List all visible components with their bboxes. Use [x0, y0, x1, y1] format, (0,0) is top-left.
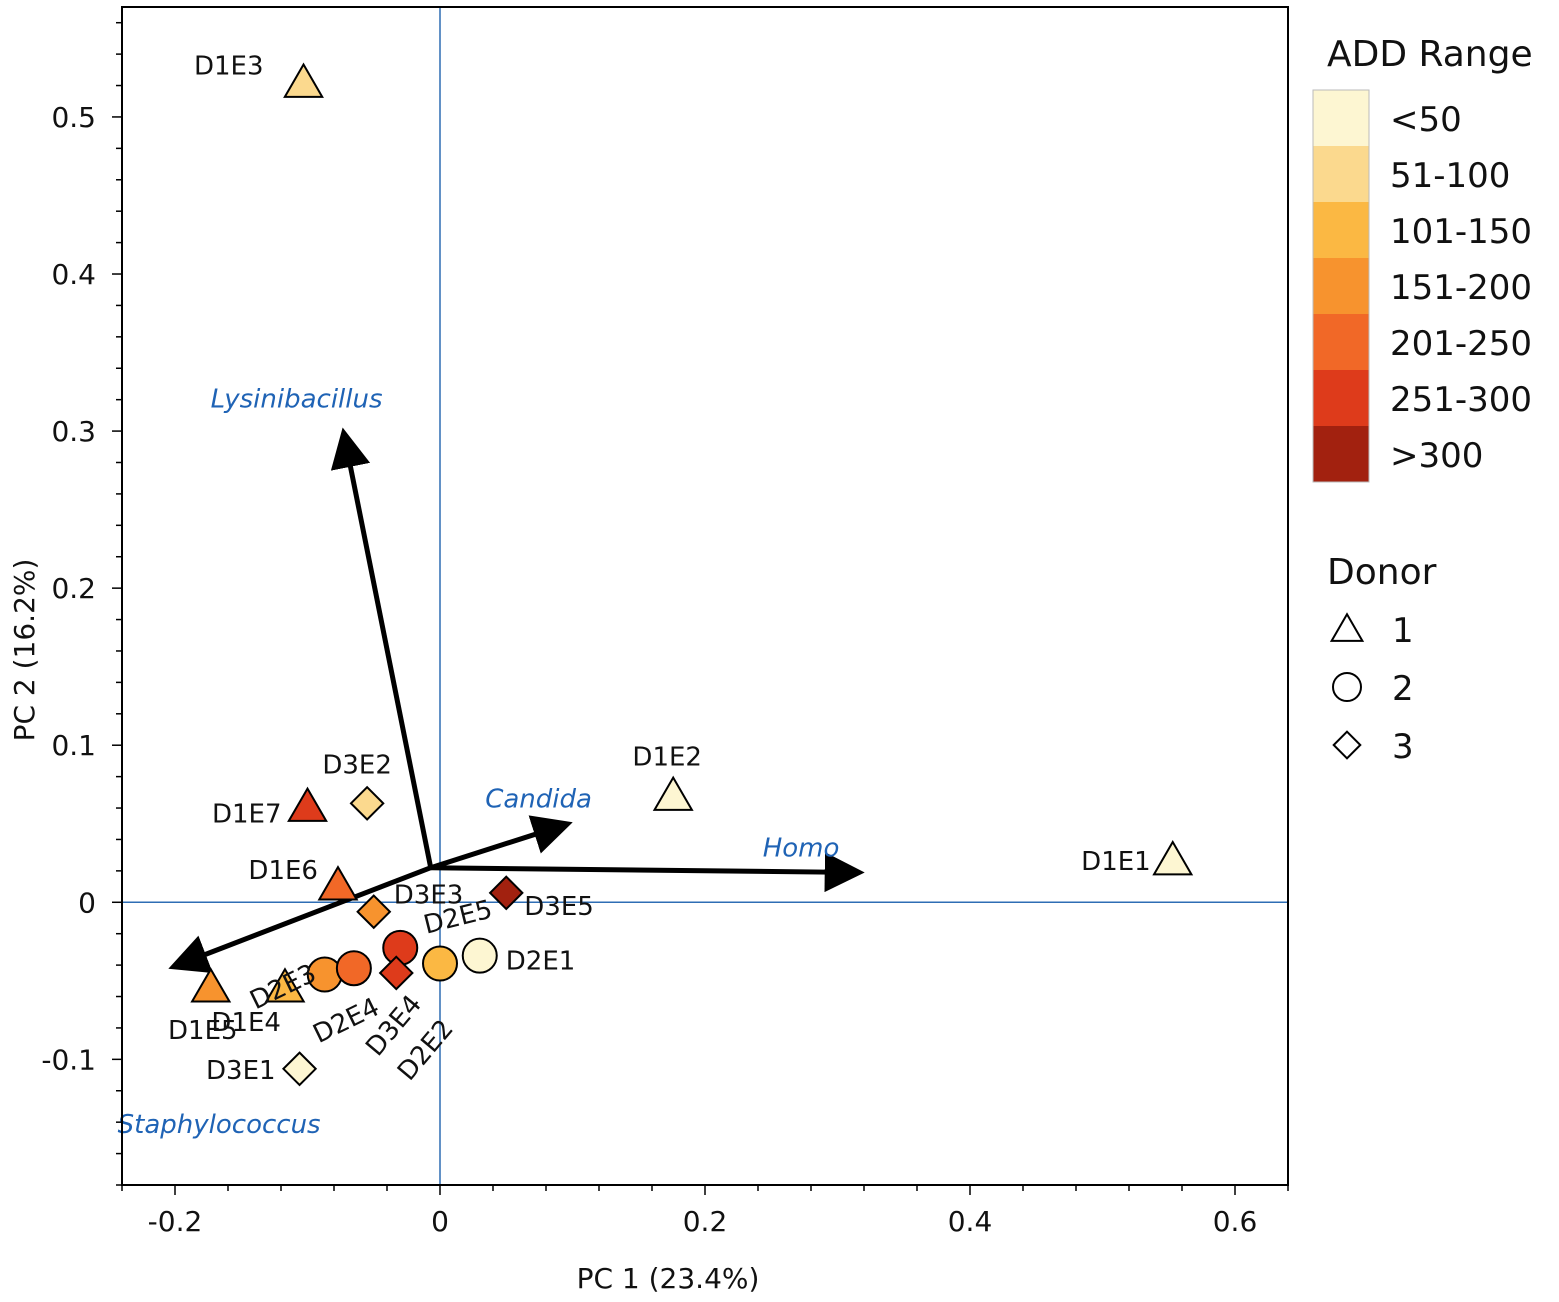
point-d1e7 — [287, 786, 328, 822]
donor-legend: 1 2 3 — [1329, 611, 1414, 767]
donor-legend-symbol-diamond — [1332, 730, 1362, 760]
y-tick-label: 0.1 — [51, 729, 96, 762]
label-d1e4: D1E4 — [211, 1008, 281, 1038]
add-range-swatch — [1313, 90, 1369, 146]
x-tick-label: 0.2 — [683, 1205, 728, 1238]
label-d1e2: D1E2 — [632, 742, 702, 772]
label-d1e6: D1E6 — [248, 856, 318, 886]
loading-label-homo: Homo — [763, 833, 840, 863]
y-tick-label: -0.1 — [41, 1043, 96, 1076]
legend: ADD Range <50 51-100 101-150 151-200 201-250… — [1312, 34, 1533, 767]
donor-legend-symbol-circle — [1332, 672, 1362, 702]
label-d1e5: D1E5 — [168, 1016, 238, 1046]
point-d3e1 — [281, 1051, 318, 1087]
point-d2e4 — [335, 950, 372, 987]
label-d3e1: D3E1 — [206, 1056, 276, 1086]
add-range-swatch — [1313, 202, 1369, 258]
label-d3e5: D3E5 — [524, 892, 594, 922]
y-axis: -0.1 0 0.1 0.2 0.3 0.4 0.5 — [41, 21, 122, 1186]
add-range-label: 201-250 — [1390, 324, 1532, 364]
add-range-swatch — [1313, 314, 1369, 370]
donor-legend-title: Donor — [1327, 552, 1437, 593]
point-d1e3 — [283, 62, 324, 98]
add-range-label: >300 — [1390, 436, 1483, 476]
x-tick-label: -0.2 — [148, 1205, 203, 1238]
loading-arrow-lysinibacillus — [330, 427, 434, 869]
loading-arrow-homo — [430, 852, 865, 893]
x-tick-label: 0.4 — [948, 1205, 993, 1238]
donor-legend-label: 1 — [1392, 611, 1414, 651]
point-d2e2 — [422, 945, 458, 982]
label-d1e3: D1E3 — [194, 51, 264, 81]
donor-legend-label: 2 — [1392, 669, 1414, 709]
y-tick-label: 0.3 — [51, 415, 96, 448]
label-d2e1: D2E1 — [506, 947, 576, 977]
y-tick-label: 0.4 — [51, 258, 96, 291]
label-d3e3: D3E3 — [394, 881, 464, 911]
point-d3e3 — [356, 894, 392, 930]
add-range-label: 151-200 — [1390, 268, 1532, 308]
add-range-legend-title: ADD Range — [1327, 34, 1533, 75]
label-d3e2: D3E2 — [322, 750, 392, 780]
add-range-label: 51-100 — [1390, 156, 1510, 196]
point-d1e1 — [1152, 840, 1194, 876]
point-d1e6 — [317, 865, 359, 901]
point-d3e2 — [349, 785, 385, 821]
x-tick-label: 0 — [431, 1205, 449, 1238]
y-axis-title: PC 2 (16.2%) — [8, 559, 41, 742]
loading-arrows — [168, 427, 865, 973]
x-axis: -0.2 0 0.2 0.4 0.6 — [121, 1184, 1289, 1238]
loading-label-candida: Candida — [485, 784, 592, 814]
add-range-swatch — [1313, 258, 1369, 314]
plot-background — [122, 7, 1288, 1185]
y-tick-label: 0.2 — [51, 572, 96, 605]
add-range-swatch-frame — [1312, 89, 1370, 483]
add-range-label: 251-300 — [1390, 380, 1532, 420]
add-range-swatch — [1313, 426, 1369, 482]
add-range-label: <50 — [1390, 100, 1462, 140]
loading-label-staphylococcus: Staphylococcus — [118, 1110, 321, 1140]
loading-labels: Lysinibacillus Candida Homo Staphylococcus — [118, 384, 840, 1140]
x-tick-label: 0.6 — [1213, 1205, 1258, 1238]
point-d1e4 — [264, 967, 306, 1003]
loading-arrow-staphylococcus — [168, 865, 432, 973]
point-d1e2 — [652, 775, 694, 811]
y-tick-label: 0 — [78, 886, 96, 919]
add-range-legend: <50 51-100 101-150 151-200 201-250 251-300 >30… — [1312, 89, 1532, 483]
add-range-swatch — [1313, 146, 1369, 202]
loading-label-lysinibacillus: Lysinibacillus — [211, 384, 383, 414]
add-range-swatch — [1313, 370, 1369, 426]
point-d2e1 — [461, 937, 498, 974]
label-d1e1: D1E1 — [1081, 847, 1151, 877]
donor-legend-label: 3 — [1392, 727, 1414, 767]
loading-arrow-candida — [429, 815, 573, 871]
point-d3e4 — [378, 955, 414, 991]
reference-lines — [122, 7, 1288, 1185]
y-tick-label: 0.5 — [51, 101, 96, 134]
point-d3e5 — [488, 875, 524, 911]
point-d1e5 — [190, 967, 232, 1003]
sample-points — [190, 62, 1194, 1087]
add-range-label: 101-150 — [1390, 212, 1532, 252]
x-axis-title: PC 1 (23.4%) — [577, 1262, 760, 1295]
label-d1e7: D1E7 — [212, 799, 282, 829]
donor-legend-symbol-triangle — [1329, 612, 1365, 642]
